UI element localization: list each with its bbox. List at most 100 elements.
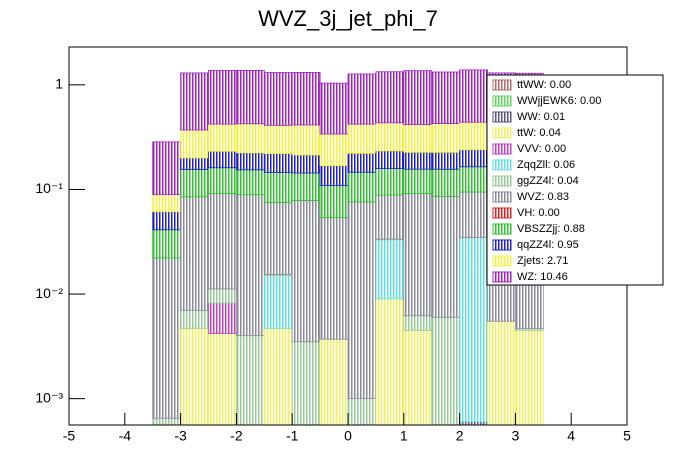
bar-segment — [263, 275, 293, 329]
bar-segment — [180, 72, 209, 131]
legend-label: VBSZZjj: 0.88 — [517, 223, 585, 235]
legend-label: WVZ: 0.83 — [517, 191, 569, 203]
bar-segment — [235, 335, 265, 426]
bar-segment — [347, 123, 377, 154]
bar-segment — [263, 124, 293, 154]
legend-label: ggZZ4l: 0.04 — [517, 175, 579, 187]
bar-segment — [515, 329, 544, 426]
legend-swatch — [492, 255, 512, 267]
legend-label: VH: 0.00 — [517, 207, 560, 219]
bar-segment — [375, 194, 405, 240]
bar-segment — [403, 151, 433, 170]
bar-segment — [403, 315, 433, 331]
bar-segment — [235, 194, 265, 337]
bar-segment — [263, 153, 293, 173]
bar-segment — [235, 152, 265, 171]
legend-swatch — [492, 159, 512, 171]
bar-segment — [291, 154, 321, 174]
legend-label: WWjjEWK6: 0.00 — [517, 95, 601, 107]
bar-segment — [208, 123, 237, 152]
legend-label: VVV: 0.00 — [517, 143, 566, 155]
bar-segment — [291, 124, 321, 156]
legend-swatch — [492, 207, 512, 219]
bar-segment — [347, 398, 377, 426]
bar-segment — [208, 150, 237, 169]
bar-segment — [347, 171, 377, 203]
x-tick-label: 3 — [512, 428, 520, 444]
x-tick-label: -3 — [174, 428, 187, 444]
x-tick-label: 5 — [623, 428, 631, 444]
bar-segment — [487, 320, 516, 426]
bar-segment — [152, 141, 181, 196]
bar-segment — [347, 153, 377, 173]
legend-label: ttWW: 0.00 — [517, 79, 571, 91]
bar-segment — [208, 167, 237, 195]
bar-segment — [319, 185, 349, 219]
y-tick-label: 10⁻¹ — [35, 180, 63, 196]
bar-segment — [291, 341, 321, 426]
bar-segment — [347, 201, 377, 400]
bar-segment — [459, 69, 488, 123]
bar-segment — [319, 133, 349, 167]
y-tick-label: 10⁻³ — [35, 389, 63, 405]
bar-segment — [180, 157, 209, 170]
bar-segment — [152, 194, 181, 213]
bar-segment — [152, 229, 181, 259]
bar-segment — [431, 123, 461, 153]
x-tick-label: -4 — [119, 428, 132, 444]
legend-swatch — [492, 223, 512, 235]
bar-segment — [208, 70, 237, 125]
bar-segment — [431, 195, 461, 318]
y-tick-label: 10⁻² — [35, 285, 63, 301]
bar-segment — [152, 211, 181, 231]
legend-label: WZ: 10.46 — [517, 271, 568, 283]
bar-segment — [375, 239, 405, 300]
bar-segment — [208, 302, 237, 334]
bar-segment — [180, 309, 209, 329]
bar-segment — [431, 316, 461, 426]
legend-swatch — [492, 191, 512, 203]
bar-segment — [375, 298, 405, 426]
legend-swatch — [492, 95, 512, 107]
bar-segment — [375, 150, 405, 169]
legend-label: ZqqZll: 0.06 — [517, 159, 575, 171]
bar-segment — [319, 338, 349, 426]
bar-segment — [235, 70, 265, 125]
bar-segment — [208, 193, 237, 290]
bar-segment — [431, 71, 461, 125]
bar-segment — [459, 166, 488, 193]
bar-segment — [152, 417, 181, 426]
bar-segment — [403, 70, 433, 126]
legend-swatch — [492, 271, 512, 283]
bar-segment — [403, 124, 433, 153]
x-tick-label: -5 — [63, 428, 76, 444]
bar-segment — [152, 257, 181, 419]
bar-segment — [431, 168, 461, 197]
legend-label: ttW: 0.04 — [517, 127, 561, 139]
bar-segment — [263, 201, 293, 275]
bar-segment — [347, 73, 377, 125]
y-tick-label: 1 — [55, 76, 63, 92]
x-tick-label: 0 — [344, 428, 352, 444]
bar-segment — [235, 169, 265, 196]
bar-segment — [375, 168, 405, 196]
bar-segment — [208, 288, 237, 304]
bar-segment — [431, 152, 461, 170]
bar-segment — [375, 122, 405, 152]
bar-segment — [319, 82, 349, 135]
bar-segment — [180, 169, 209, 198]
x-tick-label: 4 — [567, 428, 575, 444]
bar-segment — [180, 196, 209, 311]
legend-label: WW: 0.01 — [517, 111, 565, 123]
bar-segment — [375, 71, 405, 124]
bar-segment — [459, 237, 488, 423]
bar-segment — [180, 327, 209, 426]
legend-swatch — [492, 127, 512, 139]
bar-segment — [403, 329, 433, 426]
legend: ttWW: 0.00 WWjjEWK6: 0.00 WW: 0.01 ttW: 0.0… — [486, 74, 664, 286]
bar-segment — [319, 165, 349, 187]
legend-box — [486, 74, 664, 286]
bar-segment — [403, 168, 433, 195]
legend-label: qqZZ4l: 0.95 — [517, 239, 579, 251]
